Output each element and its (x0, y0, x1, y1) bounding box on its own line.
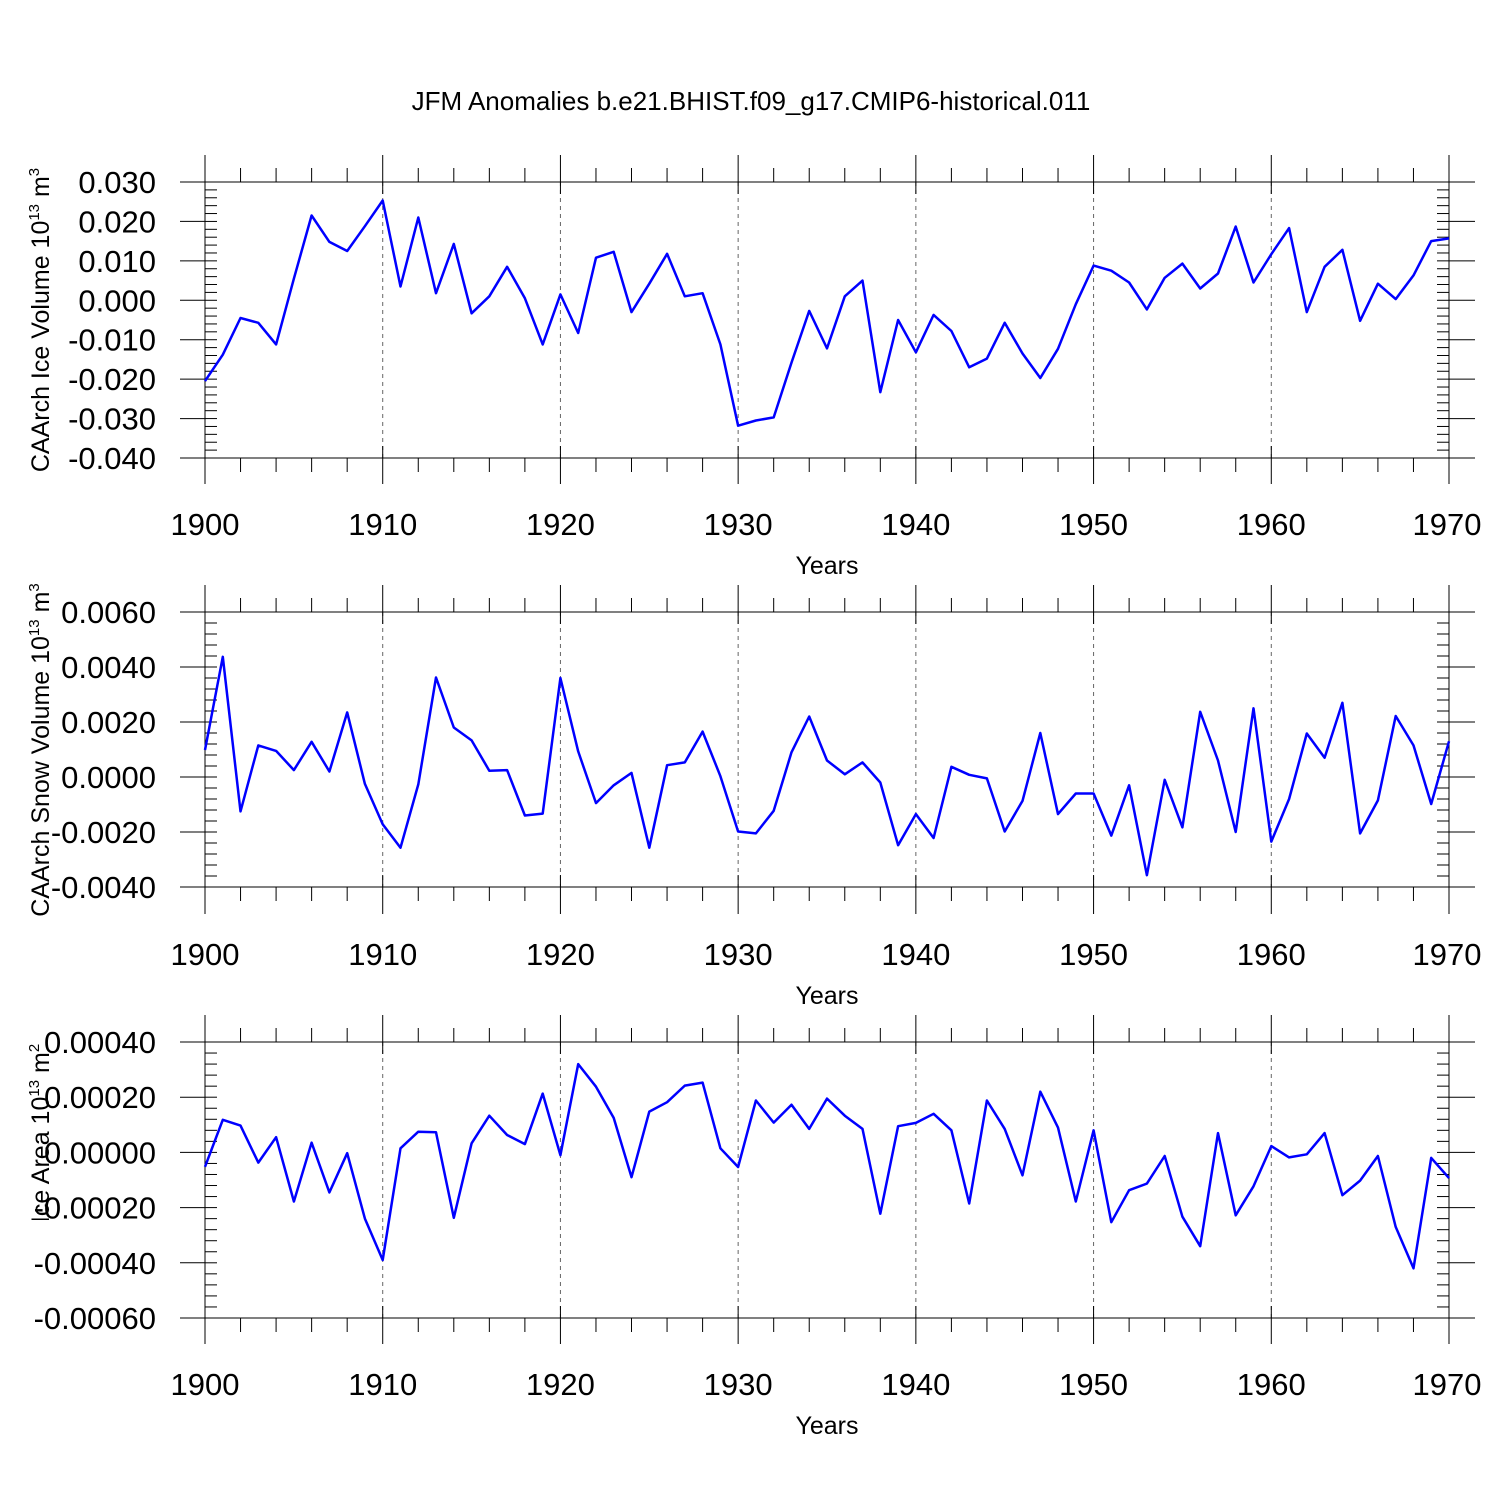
y-tick-label: 0.0060 (61, 595, 156, 630)
x-tick-label: 1910 (348, 937, 417, 972)
series-line (203, 1062, 1450, 1270)
y-tick-label: 0.0000 (61, 760, 156, 795)
x-tick-label: 1960 (1237, 937, 1306, 972)
x-tick-label: 1920 (526, 1367, 595, 1402)
svg-text:CAArch Snow Volume 1013 m3: CAArch Snow Volume 1013 m3 (26, 583, 55, 917)
y-tick-label: -0.00020 (34, 1191, 156, 1226)
x-tick-label: 1950 (1059, 507, 1128, 542)
svg-text:CAArch Ice Area 1013 m2: CAArch Ice Area 1013 m2 (26, 1044, 55, 1316)
x-tick-label: 1930 (704, 507, 773, 542)
series-line (203, 655, 1451, 877)
panel-2: 0.0060 0.0040 0.0020 0.0000 -0.0020 -0.0040 19… (26, 583, 1481, 1010)
svg-text:CAArch Ice Volume 1013 m3: CAArch Ice Volume 1013 m3 (26, 168, 55, 472)
x-tick-label: 1940 (881, 937, 950, 972)
y-tick-label: 0.010 (78, 244, 156, 279)
y-tick-label: 0.00020 (44, 1080, 156, 1115)
y-tick-label: -0.010 (68, 323, 156, 358)
x-tick-label: 1950 (1059, 1367, 1128, 1402)
y-tick-label: -0.00060 (34, 1301, 156, 1336)
y-tick-label: -0.040 (68, 441, 156, 476)
y-tick-label: -0.00040 (34, 1246, 156, 1281)
x-tick-label: 1960 (1237, 507, 1306, 542)
x-tick-label: 1900 (171, 507, 240, 542)
y-axis-title: CAArch Snow Volume 1013 m3 (26, 583, 55, 917)
y-tick-label: 0.020 (78, 204, 156, 239)
y-axis-title: CAArch Ice Area 1013 m2 (26, 1044, 55, 1316)
x-tick-label: 1940 (881, 507, 950, 542)
x-tick-label: 1920 (526, 507, 595, 542)
y-tick-label: 0.00040 (44, 1025, 156, 1060)
y-tick-label: -0.020 (68, 362, 156, 397)
y-tick-label: 0.0040 (61, 650, 156, 685)
y-tick-label: 0.0020 (61, 705, 156, 740)
x-tick-label: 1960 (1237, 1367, 1306, 1402)
x-tick-label: 1970 (1413, 507, 1482, 542)
y-axis-title: CAArch Ice Volume 1013 m3 (26, 168, 55, 472)
y-tick-label: -0.030 (68, 402, 156, 437)
x-axis-title: Years (795, 1412, 858, 1440)
x-tick-label: 1930 (704, 1367, 773, 1402)
x-tick-label: 1910 (348, 507, 417, 542)
x-tick-label: 1900 (171, 937, 240, 972)
x-tick-label: 1920 (526, 937, 595, 972)
x-tick-label: 1910 (348, 1367, 417, 1402)
y-tick-label: 0.00000 (44, 1135, 156, 1170)
y-tick-label: 0.030 (78, 165, 156, 200)
y-tick-label: 0.000 (78, 283, 156, 318)
y-tick-label: -0.0040 (51, 870, 156, 905)
x-tick-label: 1930 (704, 937, 773, 972)
x-tick-label: 1970 (1413, 1367, 1482, 1402)
y-tick-label: -0.0020 (51, 815, 156, 850)
x-tick-label: 1950 (1059, 937, 1128, 972)
series-line (203, 199, 1450, 427)
panel-3: 0.00040 0.00020 0.00000 -0.00020 -0.00040 -0.… (26, 1015, 1481, 1440)
x-axis-title: Years (795, 552, 858, 580)
panel-1: 0.030 0.020 0.010 0.000 -0.010 -0.020 -0.030 -0… (26, 155, 1481, 580)
x-tick-label: 1900 (171, 1367, 240, 1402)
chart-title: JFM Anomalies b.e21.BHIST.f09_g17.CMIP6-… (412, 86, 1091, 116)
x-tick-label: 1940 (881, 1367, 950, 1402)
x-tick-label: 1970 (1413, 937, 1482, 972)
x-axis-title: Years (795, 982, 858, 1010)
